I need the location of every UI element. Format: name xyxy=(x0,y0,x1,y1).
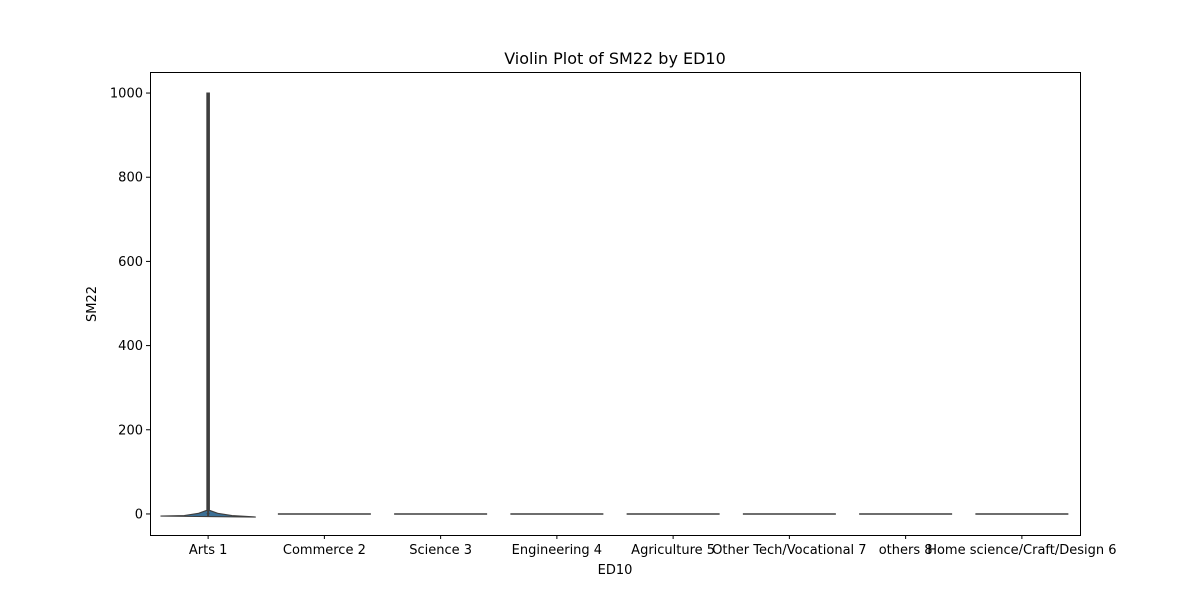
violin-1 xyxy=(160,92,256,518)
y-axis-label: SM22 xyxy=(85,286,100,322)
y-tick-label: 400 xyxy=(118,339,143,354)
y-tick-label: 1000 xyxy=(110,87,143,102)
y-tick-label: 200 xyxy=(118,423,143,438)
violin-box xyxy=(206,513,210,515)
x-tick-label: Engineering 4 xyxy=(512,543,602,558)
x-tick-label: Commerce 2 xyxy=(283,543,366,558)
x-tick-label: Other Tech/Vocational 7 xyxy=(712,543,866,558)
x-axis-label: ED10 xyxy=(598,563,633,578)
x-tick-label: Home science/Craft/Design 6 xyxy=(927,543,1116,558)
plot-area xyxy=(160,92,1069,518)
plot-frame xyxy=(150,72,1081,536)
y-tick-label: 600 xyxy=(118,255,143,270)
x-tick-label: Agriculture 5 xyxy=(631,543,715,558)
y-tick-label: 800 xyxy=(118,171,143,186)
x-tick-label: others 8 xyxy=(879,543,933,558)
chart-title: Violin Plot of SM22 by ED10 xyxy=(504,49,726,68)
y-axis: 0 200 400 600 800 1000 xyxy=(110,87,150,522)
x-axis: Arts 1 Commerce 2 Science 3 Engineering 4 Ag… xyxy=(189,535,1117,558)
x-tick-label: Science 3 xyxy=(409,543,472,558)
y-tick-label: 0 xyxy=(135,507,143,522)
x-tick-label: Arts 1 xyxy=(189,543,228,558)
